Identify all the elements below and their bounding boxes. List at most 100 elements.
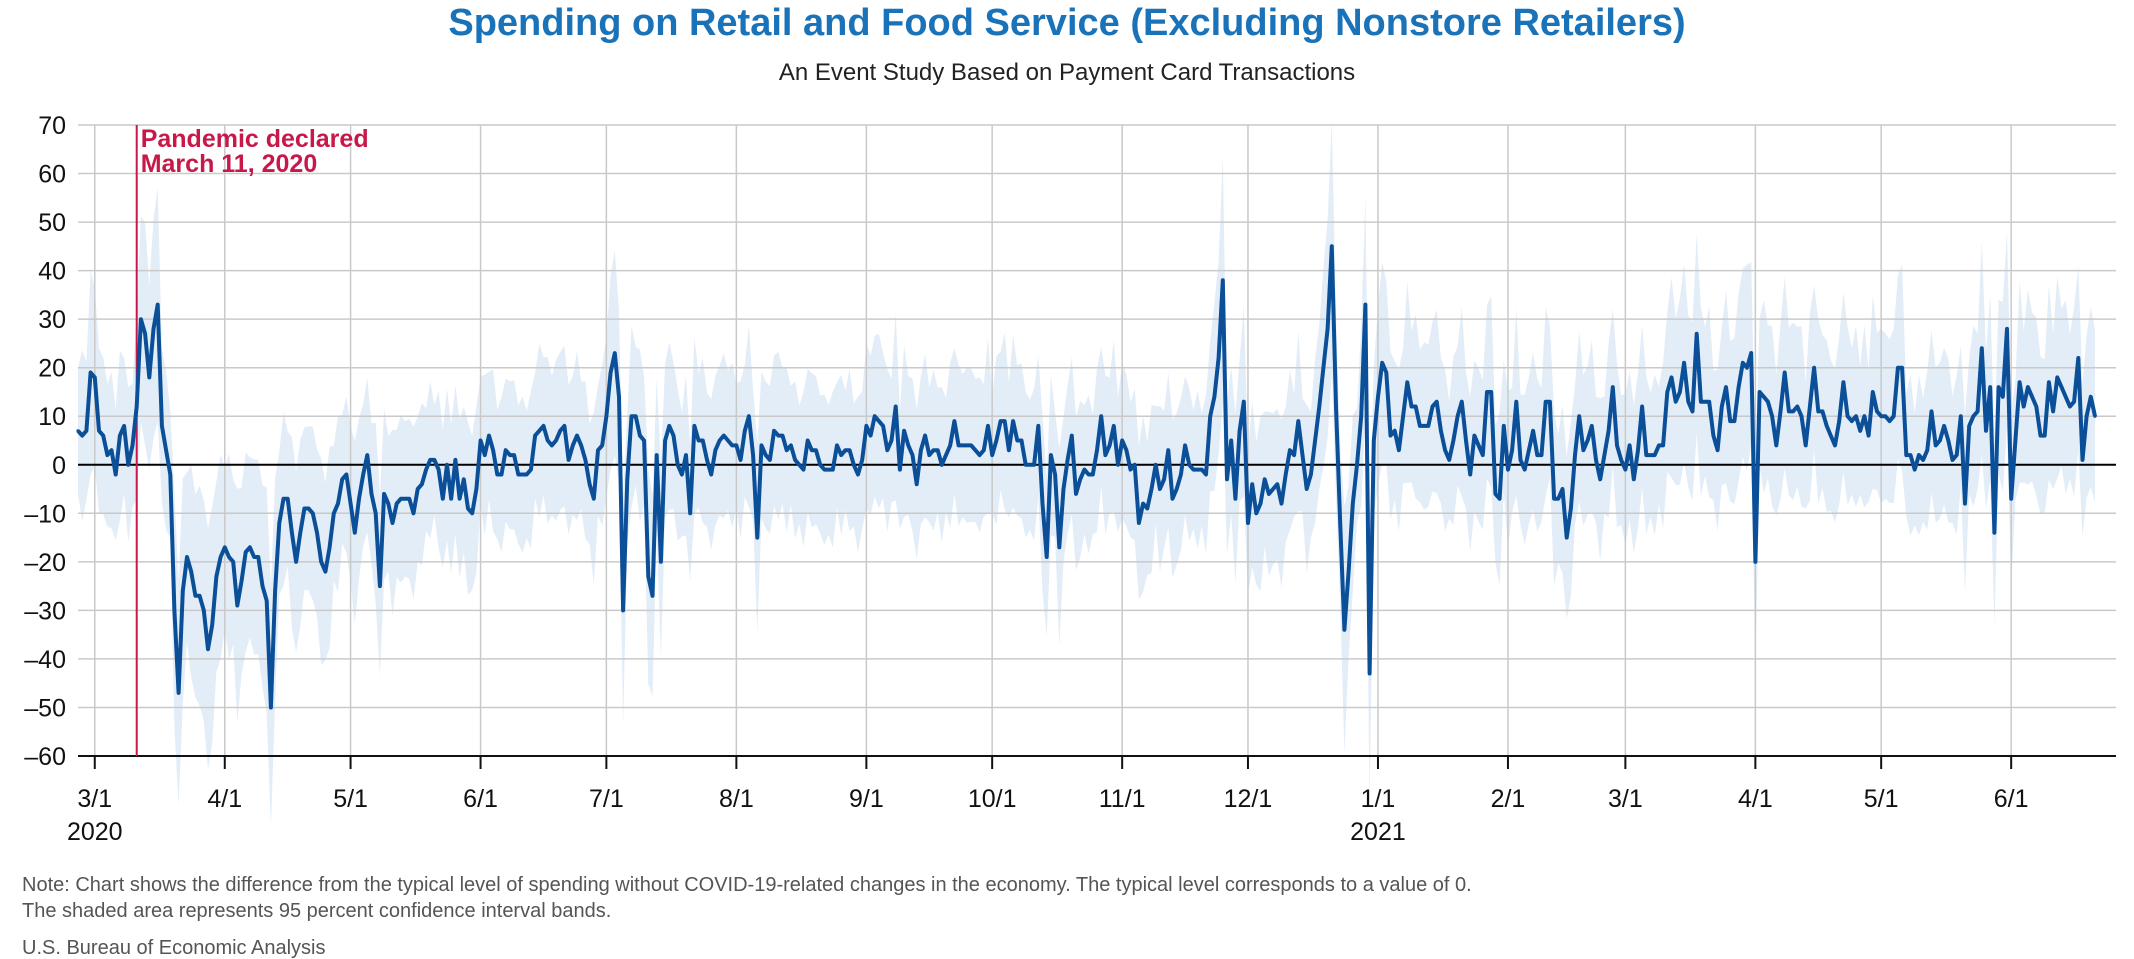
data-point [1988, 385, 1992, 389]
data-point [202, 608, 206, 612]
pandemic-annotation-label: Pandemic declared [141, 125, 369, 153]
data-point [1678, 390, 1682, 394]
data-point [1464, 438, 1468, 443]
data-point [1040, 502, 1045, 506]
data-point [1523, 468, 1527, 472]
data-point [1254, 511, 1258, 515]
data-point [353, 531, 357, 535]
data-point [1162, 477, 1166, 481]
data-point [1057, 545, 1061, 549]
data-point [147, 375, 151, 379]
data-point [1472, 434, 1477, 438]
data-point [2001, 395, 2005, 399]
data-point [1149, 487, 1154, 491]
data-point [1376, 395, 1380, 399]
data-point [642, 438, 646, 443]
data-point [1799, 414, 1804, 418]
data-point [877, 419, 881, 423]
data-point [864, 424, 868, 428]
data-point [655, 453, 659, 457]
data-point [910, 453, 915, 457]
data-point [1812, 366, 1816, 370]
data-point [1267, 492, 1271, 496]
data-point [114, 472, 118, 477]
data-point [969, 443, 973, 447]
data-point [927, 453, 931, 457]
data-point [1984, 429, 1988, 433]
data-point [1728, 419, 1732, 423]
data-point [2026, 385, 2030, 389]
data-point [424, 468, 428, 472]
data-point [902, 429, 906, 433]
data-point [1435, 400, 1439, 404]
data-point [1887, 419, 1892, 423]
data-point [1183, 443, 1187, 447]
data-point [2047, 380, 2051, 384]
data-point [625, 477, 629, 481]
data-point [638, 434, 642, 438]
data-point [537, 429, 541, 433]
data-point [449, 497, 453, 501]
data-point [1439, 429, 1443, 433]
data-point [2076, 356, 2080, 360]
data-point [504, 448, 508, 452]
data-point [470, 511, 474, 515]
data-point [2055, 375, 2059, 379]
data-point [1158, 487, 1162, 491]
data-point [344, 472, 348, 477]
data-point [105, 453, 109, 457]
data-point [1552, 497, 1556, 501]
data-point [97, 429, 101, 433]
data-point [361, 472, 365, 477]
data-point [1816, 409, 1820, 413]
data-point [1347, 569, 1351, 574]
data-point [1833, 443, 1837, 447]
data-point [994, 438, 998, 443]
data-point [206, 647, 210, 651]
y-tick-label: –20 [24, 549, 66, 577]
data-point [1321, 366, 1326, 370]
data-point [743, 429, 747, 433]
data-point [164, 448, 168, 452]
data-point [177, 691, 181, 695]
data-point [1791, 409, 1795, 413]
x-tick-label: 3/1 [1608, 785, 1643, 813]
data-point [1003, 419, 1007, 423]
data-point [218, 555, 223, 559]
data-point [516, 472, 520, 477]
data-point [1820, 409, 1825, 413]
y-tick-label: –60 [24, 743, 66, 771]
data-point [1837, 419, 1841, 423]
data-point [1246, 521, 1250, 525]
y-tick-label: –10 [24, 500, 66, 528]
data-point [1640, 404, 1644, 409]
data-point [1875, 409, 1879, 413]
data-point [1959, 414, 1963, 418]
data-point [684, 453, 688, 457]
chart-note: Note: Chart shows the difference from th… [22, 874, 1472, 896]
data-point [1992, 531, 1996, 535]
data-point [713, 448, 717, 452]
data-point [1187, 463, 1191, 467]
data-point [977, 453, 982, 457]
x-tick-label: 10/1 [968, 785, 1017, 813]
data-point [244, 550, 248, 554]
data-point [986, 424, 990, 428]
data-point [294, 560, 298, 564]
data-point [772, 429, 776, 433]
y-axis-ticks: 70 60 50 40 30 20 10 0 –10 –20 –30 –40 –50 –60 [24, 112, 66, 771]
data-point [399, 497, 403, 501]
data-point [562, 424, 567, 428]
data-point [298, 531, 302, 535]
data-point [348, 502, 353, 506]
data-point [491, 448, 495, 452]
data-point [1372, 438, 1376, 443]
data-point [340, 477, 344, 481]
data-point [906, 443, 910, 447]
data-point [156, 302, 160, 307]
data-point [1317, 404, 1321, 409]
data-point [1879, 414, 1883, 418]
data-point [1565, 535, 1569, 540]
data-point [332, 511, 336, 515]
data-point [1577, 414, 1581, 418]
